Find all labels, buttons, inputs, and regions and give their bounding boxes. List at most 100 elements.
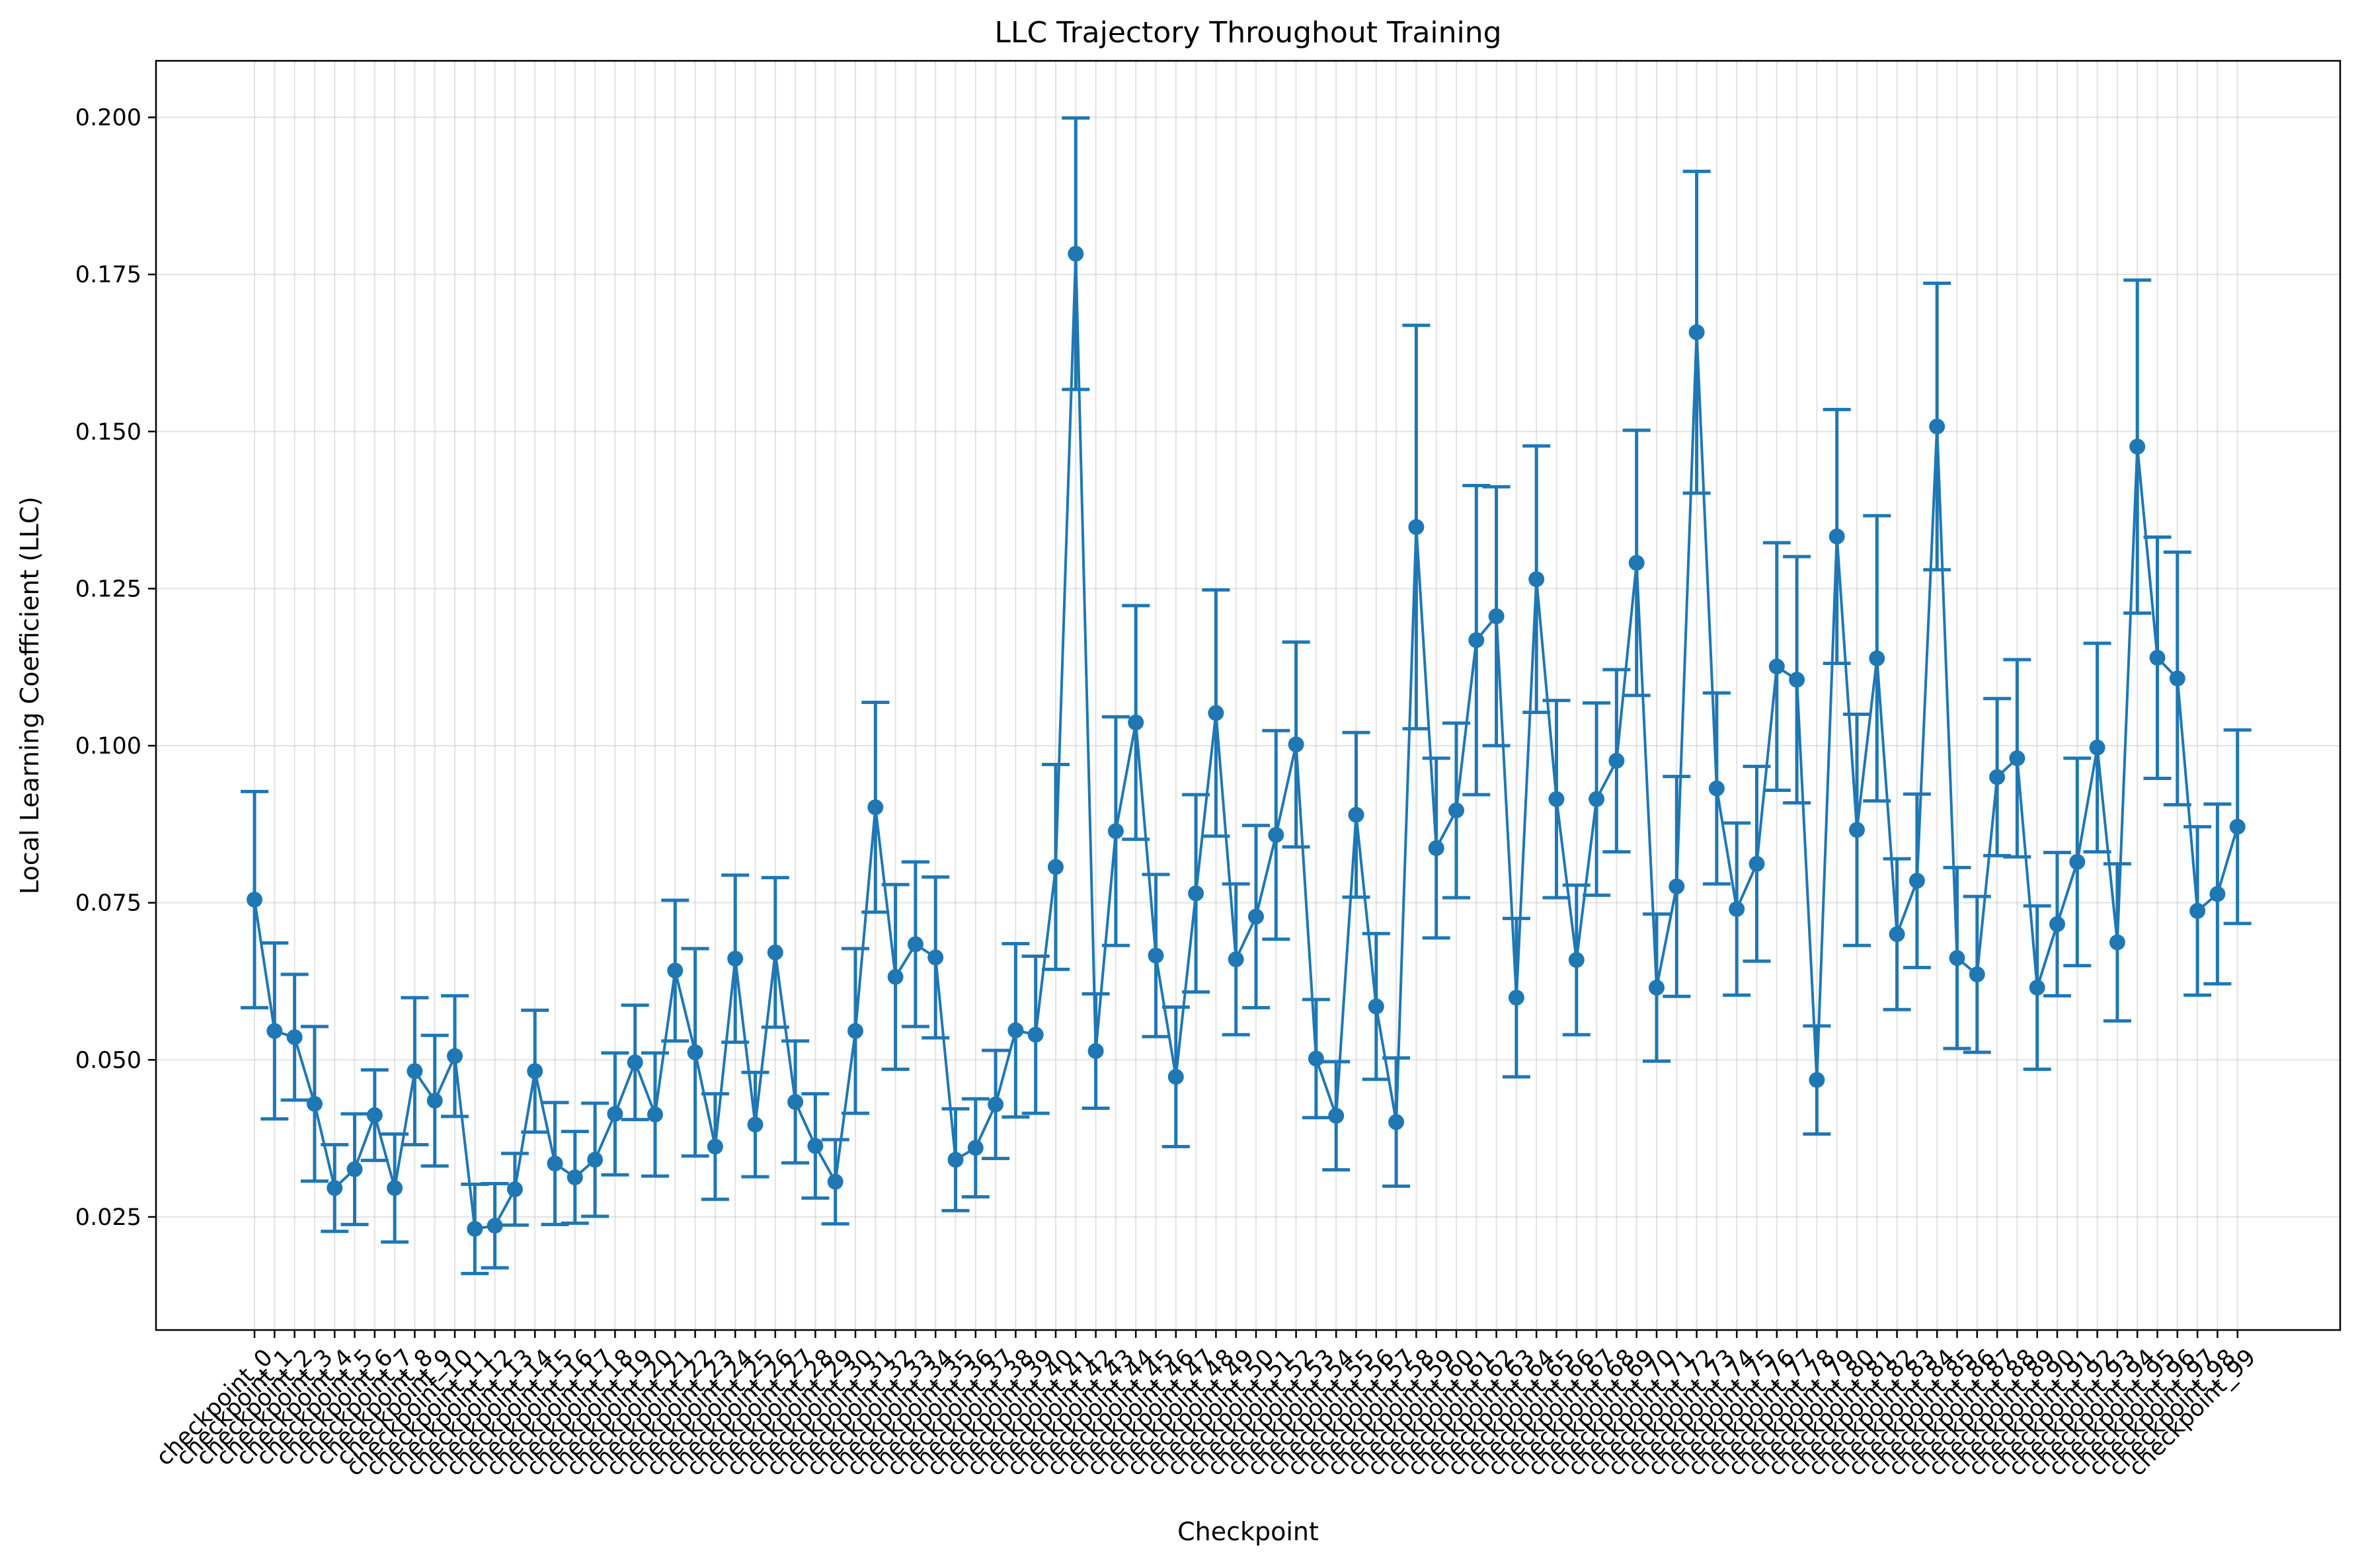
data-point	[1608, 752, 1625, 769]
data-point	[787, 1093, 804, 1110]
data-point	[1528, 571, 1545, 588]
data-point	[567, 1169, 583, 1186]
data-point	[1628, 555, 1645, 571]
data-point	[1589, 791, 1605, 807]
y-tick-label: 0.175	[75, 262, 141, 288]
data-point	[346, 1161, 363, 1177]
data-point	[547, 1156, 563, 1172]
data-point	[1768, 658, 1785, 675]
data-point	[286, 1029, 303, 1046]
data-point	[1568, 952, 1585, 968]
y-axis-ticks: 0.025 0.050 0.075 0.100 0.125 0.150 0.175 0.200	[75, 105, 156, 1231]
data-point	[2029, 979, 2045, 996]
data-point	[947, 1152, 964, 1168]
data-point	[2189, 903, 2206, 920]
data-point	[2069, 853, 2086, 870]
data-point	[327, 1180, 343, 1196]
data-point	[1007, 1022, 1024, 1039]
y-tick-label: 0.125	[75, 576, 141, 602]
data-point	[967, 1140, 984, 1156]
data-point	[1989, 769, 2006, 785]
data-point	[2049, 916, 2065, 932]
data-point	[1128, 714, 1144, 730]
data-point	[1548, 791, 1565, 807]
data-point	[247, 891, 262, 908]
y-tick-label: 0.075	[75, 890, 141, 917]
data-point	[2129, 438, 2146, 455]
data-point	[2109, 934, 2125, 951]
data-point	[407, 1063, 423, 1079]
data-point	[1508, 990, 1524, 1006]
data-point	[927, 949, 944, 966]
data-point	[1849, 822, 1865, 838]
data-point	[266, 1023, 283, 1039]
data-point	[2009, 750, 2025, 767]
data-point	[687, 1044, 703, 1060]
y-tick-label: 0.100	[75, 733, 141, 760]
data-point	[2169, 670, 2185, 687]
data-point	[767, 944, 783, 960]
data-point	[1148, 947, 1164, 964]
data-point	[647, 1106, 663, 1122]
data-point	[1167, 1068, 1184, 1085]
data-point	[1188, 885, 1204, 902]
data-point	[1488, 608, 1505, 625]
data-points	[247, 245, 2246, 1237]
data-point	[1068, 245, 1084, 262]
data-point	[306, 1095, 323, 1112]
data-point	[907, 936, 924, 953]
data-point	[807, 1138, 824, 1154]
data-point	[1828, 528, 1845, 545]
data-point	[587, 1152, 604, 1168]
data-point	[1428, 840, 1444, 856]
data-point	[1368, 998, 1384, 1015]
data-point	[1288, 736, 1304, 753]
y-axis-label: Local Learning Coefficient (LLC)	[15, 496, 44, 894]
data-point	[1969, 966, 1985, 983]
data-point	[1669, 878, 1685, 894]
data-point	[447, 1048, 463, 1064]
data-point	[747, 1117, 764, 1133]
data-point	[1248, 908, 1264, 925]
plot-frame	[155, 59, 2341, 1331]
data-point	[727, 951, 744, 967]
data-point	[1348, 806, 1364, 823]
data-point	[887, 968, 904, 985]
data-point	[2149, 649, 2166, 666]
data-point	[506, 1181, 523, 1198]
data-point	[1308, 1050, 1324, 1067]
y-tick-label: 0.200	[75, 105, 141, 132]
data-point	[1789, 672, 1805, 688]
data-point	[487, 1218, 503, 1234]
data-point	[1729, 901, 1745, 918]
data-point	[1869, 650, 1885, 666]
data-point	[1107, 823, 1124, 840]
data-point	[1328, 1107, 1345, 1124]
data-point	[1027, 1027, 1044, 1043]
data-point	[2209, 886, 2226, 902]
data-point	[847, 1023, 863, 1039]
data-point	[527, 1063, 543, 1079]
data-point	[1087, 1042, 1104, 1059]
data-point	[1408, 519, 1425, 535]
data-point	[827, 1173, 844, 1190]
data-point	[366, 1107, 383, 1123]
y-tick-label: 0.050	[75, 1047, 141, 1074]
data-point	[426, 1093, 443, 1109]
data-point	[1228, 951, 1244, 968]
series-line	[253, 252, 2239, 1230]
data-point	[1749, 855, 1765, 872]
x-axis-ticks: checkpoint_0checkpoint_1checkpoint_2chec…	[151, 1330, 2261, 1481]
data-point	[467, 1220, 483, 1237]
data-point	[1688, 324, 1705, 340]
data-point	[2089, 739, 2105, 756]
data-point	[607, 1106, 623, 1122]
data-point	[1208, 705, 1224, 721]
data-point	[1268, 827, 1284, 843]
data-point	[1388, 1114, 1405, 1130]
data-point	[627, 1054, 643, 1071]
data-point	[1929, 418, 1945, 435]
